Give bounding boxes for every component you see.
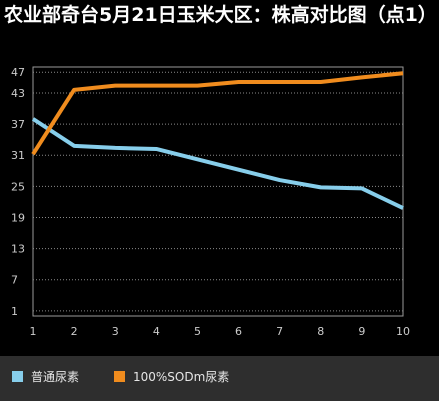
legend-item-series-2: 100%SODm尿素 <box>114 368 229 384</box>
legend: 普通尿素 100%SODm尿素 <box>0 356 439 401</box>
x-tick-label-1: 1 <box>30 325 37 338</box>
y-tick-label-31: 31 <box>11 149 25 162</box>
x-tick-label-6: 6 <box>235 325 242 338</box>
legend-item-series-1: 普通尿素 <box>12 368 79 384</box>
x-tick-label-9: 9 <box>358 325 365 338</box>
y-tick-label-25: 25 <box>11 180 25 193</box>
x-tick-label-7: 7 <box>276 325 283 338</box>
x-tick-label-4: 4 <box>153 325 160 338</box>
x-tick-label-10: 10 <box>396 325 410 338</box>
y-tick-label-43: 43 <box>11 87 25 100</box>
series-line-1 <box>31 117 404 210</box>
legend-label-series-1: 普通尿素 <box>31 369 80 384</box>
legend-swatch-series-2 <box>114 370 125 382</box>
x-tick-label-8: 8 <box>317 325 324 338</box>
x-tick-label-2: 2 <box>71 325 78 338</box>
legend-label-series-2: 100%SODm尿素 <box>133 369 230 384</box>
y-tick-label-47: 47 <box>11 66 25 79</box>
y-tick-label-37: 37 <box>11 118 25 131</box>
chart-title: 农业部奇台5月21日玉米大区：株高对比图（点1） <box>4 4 437 26</box>
y-tick-label-1: 1 <box>11 305 18 318</box>
x-tick-label-3: 3 <box>112 325 119 338</box>
y-tick-label-13: 13 <box>11 243 25 256</box>
x-tick-label-5: 5 <box>194 325 201 338</box>
series-line-2 <box>31 71 404 156</box>
line-chart: 1 7 13 19 25 31 37 43 47 1 2 3 4 5 6 7 8 9 10 <box>11 66 410 338</box>
plot-area <box>32 66 404 317</box>
y-tick-label-19: 19 <box>11 211 25 224</box>
y-tick-label-7: 7 <box>11 274 18 287</box>
legend-swatch-series-1 <box>12 370 23 382</box>
